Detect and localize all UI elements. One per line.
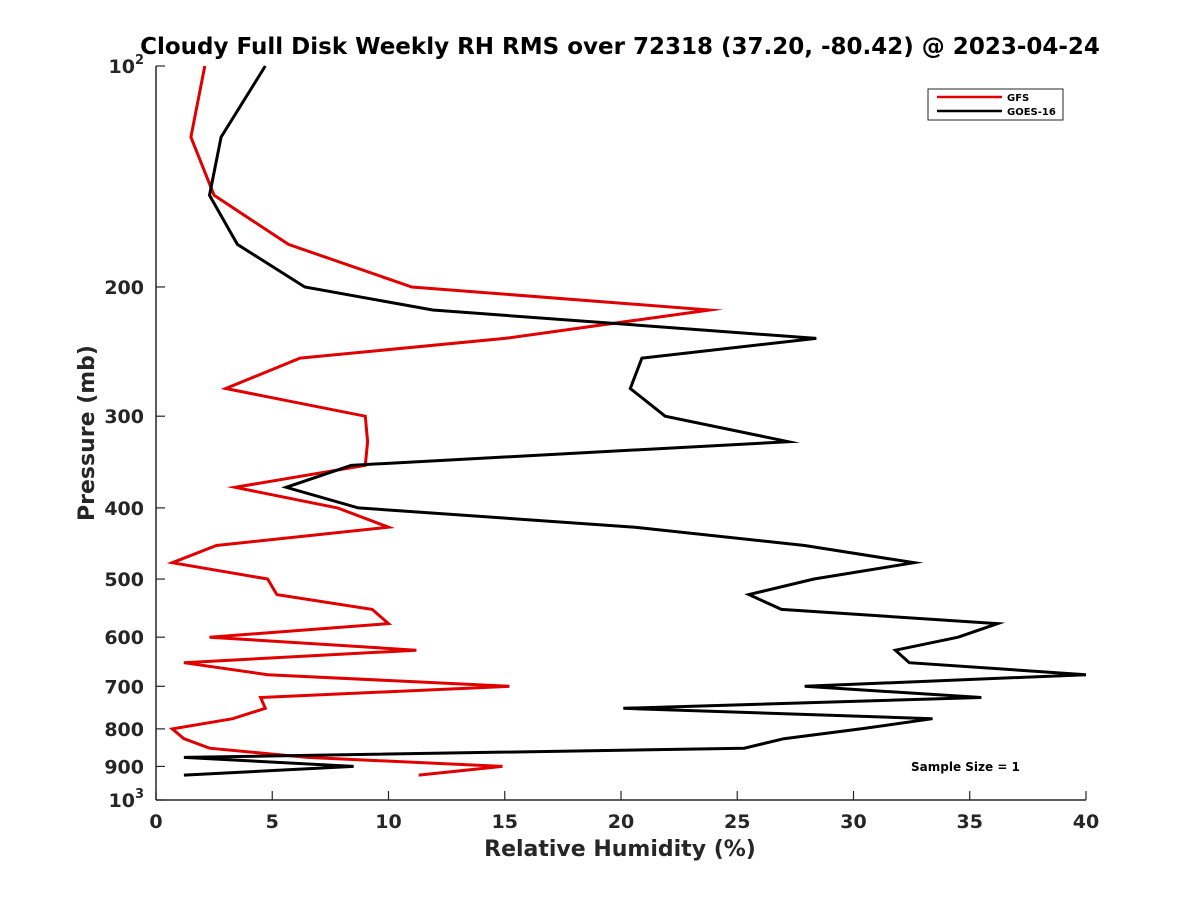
series-line-gfs: [166, 65, 724, 777]
x-tick-label: 20: [608, 811, 634, 833]
y-tick-label-exponent: 2: [135, 53, 144, 68]
legend-label-goes-16: GOES-16: [1007, 107, 1056, 118]
y-tick-label: 400: [104, 498, 144, 520]
y-tick-label: 600: [104, 627, 144, 649]
x-tick-label: 10: [375, 811, 401, 833]
x-axis-title: Relative Humidity (%): [484, 837, 756, 862]
plot-area: [166, 65, 1087, 777]
y-tick-label: 700: [104, 676, 144, 698]
x-tick-label: 0: [149, 811, 162, 833]
axes: 0 5 10 15 20 25 30 35 40102200300400500600700800…: [104, 53, 1099, 833]
y-tick-label-exponent: 3: [135, 787, 144, 802]
x-tick-label: 30: [840, 811, 866, 833]
chart-title: Cloudy Full Disk Weekly RH RMS over 7231…: [140, 34, 1100, 60]
x-tick-label: 5: [266, 811, 279, 833]
y-tick-label: 500: [104, 569, 144, 591]
legend-label-gfs: GFS: [1007, 93, 1029, 104]
y-tick-label-base: 10: [109, 56, 135, 78]
y-tick-label: 200: [104, 277, 144, 299]
y-tick-label: 300: [104, 406, 144, 428]
legend-box: [927, 88, 1064, 121]
y-tick-label-power: 102: [109, 53, 145, 78]
y-tick-label-base: 10: [109, 790, 135, 812]
y-tick-label: 800: [104, 719, 144, 741]
y-tick-label: 900: [104, 756, 144, 778]
series-line-goes-16: [183, 65, 1087, 777]
y-tick-label-power: 103: [109, 787, 145, 812]
y-axis-title: Pressure (mb): [75, 345, 100, 521]
sample-size-annotation: Sample Size = 1: [911, 760, 1020, 774]
legend: GFS GOES-16: [927, 88, 1064, 121]
x-tick-label: 15: [492, 811, 518, 833]
x-tick-label: 25: [724, 811, 750, 833]
x-tick-label: 35: [957, 811, 983, 833]
x-tick-label: 40: [1073, 811, 1099, 833]
